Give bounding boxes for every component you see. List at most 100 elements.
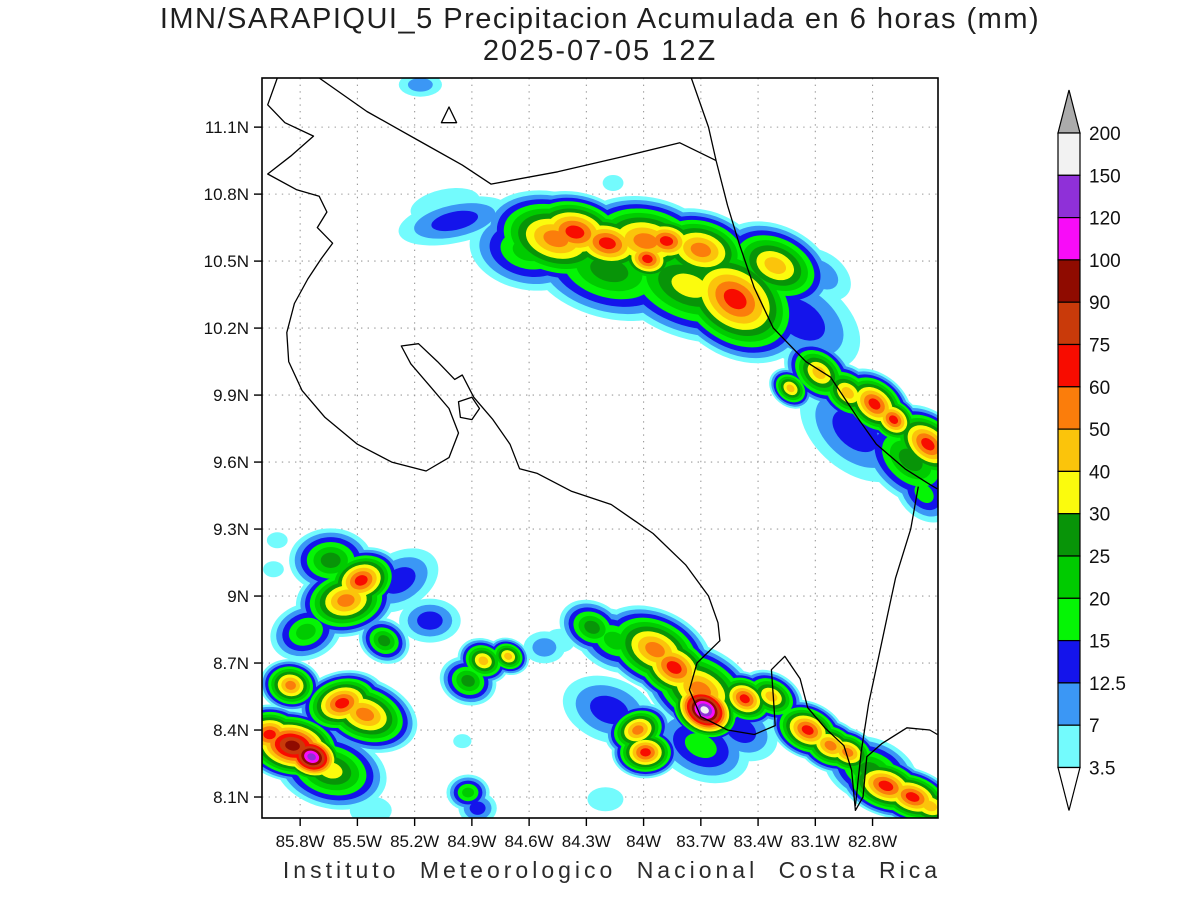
lat-tick-label: 8.4N: [213, 721, 249, 740]
chart-title-line2: 2025-07-05 12Z: [482, 34, 718, 67]
precip-contour: [590, 257, 629, 283]
precip-contour: [532, 638, 557, 657]
chira-island-outline: [457, 396, 481, 421]
precip-contour: [266, 532, 288, 549]
chart-title-line1: IMN/SARAPIQUI_5 Precipitacion Acumulada …: [159, 3, 1041, 35]
precip-contour: [922, 800, 937, 812]
colorbar-box: [1057, 682, 1081, 726]
colorbar-box: [1057, 428, 1081, 473]
precip-contour: [642, 254, 653, 264]
lon-tick-label: 84.9W: [447, 832, 496, 851]
colorbar-box: [1057, 597, 1081, 642]
lat-tick-label: 11.1N: [205, 118, 249, 137]
colorbar-tick-label: 25: [1089, 547, 1110, 568]
precip-contour: [296, 623, 316, 640]
precip-contour: [671, 273, 708, 298]
colorbar-box: [1057, 132, 1081, 176]
lon-tick-label: 83.1W: [791, 832, 840, 851]
precip-contour: [307, 753, 316, 761]
precip-contour: [285, 740, 300, 751]
colorbar-tick-label: 50: [1089, 420, 1110, 441]
colorbar-tick-label: 200: [1089, 124, 1121, 145]
caribbean-coast-outline: [690, 78, 938, 490]
precip-contour: [700, 706, 709, 714]
precip-contour: [461, 675, 475, 687]
lon-tick-label: 84.6W: [505, 832, 554, 851]
precip-contour: [263, 561, 284, 578]
precip-contour: [764, 257, 787, 274]
lon-tick-label: 84.3W: [562, 832, 611, 851]
colorbar-box: [1057, 724, 1081, 769]
colorbar-tick-label: 20: [1089, 589, 1110, 610]
colorbar-tick-label: 40: [1089, 462, 1110, 483]
colorbar-tick-label: 150: [1089, 166, 1121, 187]
plot-frame: [254, 77, 939, 826]
precip-contour: [841, 387, 854, 399]
precip-contour: [723, 288, 747, 310]
precip-contour: [921, 437, 935, 451]
precip-contour: [824, 740, 837, 751]
pacific-coast-outline: [267, 78, 938, 812]
precip-contour: [462, 787, 475, 798]
axis-labels: 11.1N 10.8N 10.5N 10.2N 9.9N 9.6N 9.3N 9N 8.7N 8.…: [204, 118, 898, 851]
precip-contour: [589, 695, 629, 725]
colorbar-tick-label: 30: [1089, 505, 1110, 526]
precip-contour: [587, 787, 624, 812]
precip-contour: [584, 620, 600, 634]
ometepe-island-outline: [440, 106, 458, 124]
precip-contour: [335, 697, 350, 709]
colorbar-box: [1057, 470, 1081, 515]
lat-tick-label: 9.3N: [213, 520, 249, 539]
colorbar-box: [1057, 639, 1081, 684]
lon-tick-label: 85.8W: [276, 832, 325, 851]
lon-tick-label: 85.2W: [390, 832, 439, 851]
colorbar-box: [1057, 259, 1081, 303]
precip-contour: [812, 366, 826, 380]
precip-contour: [632, 725, 644, 735]
colorbar-tick-label: 60: [1089, 378, 1110, 399]
precip-contour: [645, 642, 665, 658]
colorbar-tick-label: 75: [1089, 336, 1110, 357]
precip-contour: [889, 415, 899, 424]
precip-contour: [263, 729, 276, 740]
colorbar-tick-label: 7: [1089, 716, 1100, 737]
lat-tick-label: 8.1N: [213, 788, 249, 807]
precipitation-field: [262, 78, 938, 818]
colorbar-box: [1057, 174, 1081, 219]
precip-contour: [914, 483, 934, 503]
precip-contour: [354, 575, 368, 586]
precip-contour: [690, 681, 711, 699]
precip-contour: [453, 734, 472, 749]
lon-tick-label: 85.5W: [333, 832, 382, 851]
lat-tick-label: 8.7N: [213, 654, 249, 673]
lat-tick-label: 10.5N: [204, 252, 249, 271]
precip-contour: [598, 237, 616, 250]
precip-contour: [431, 210, 479, 232]
precip-contour: [659, 236, 674, 246]
precip-contour: [285, 680, 296, 690]
precip-contour: [666, 661, 682, 674]
precip-contour: [417, 611, 443, 630]
colorbar-tick-label: 12.5: [1089, 674, 1126, 695]
lon-tick-label: 84W: [626, 832, 661, 851]
colorbar-box: [1057, 555, 1081, 599]
precip-contour: [801, 725, 814, 735]
lat-tick-label: 9.9N: [213, 386, 249, 405]
precip-contour: [469, 801, 486, 815]
precip-contour: [786, 384, 795, 393]
precip-contour: [337, 594, 355, 607]
colorbar: 200 150 120 100 90 75 60 50 40 30 25 20 15 12.5 7 3.5: [1057, 89, 1126, 811]
colorbar-box: [1057, 513, 1081, 557]
colorbar-tick-label: 90: [1089, 293, 1110, 314]
colorbar-box: [1057, 386, 1081, 430]
precip-contour: [868, 398, 881, 410]
lon-tick-label: 83.4W: [734, 832, 783, 851]
precip-contour: [878, 780, 894, 792]
precip-contour: [407, 78, 433, 92]
precip-contour: [905, 792, 920, 802]
colorbar-tick-label: 3.5: [1089, 759, 1115, 780]
precip-contour: [565, 225, 585, 239]
lat-tick-label: 10.2N: [204, 319, 249, 338]
colorbar-box: [1057, 217, 1081, 261]
colorbar-box: [1057, 343, 1081, 388]
